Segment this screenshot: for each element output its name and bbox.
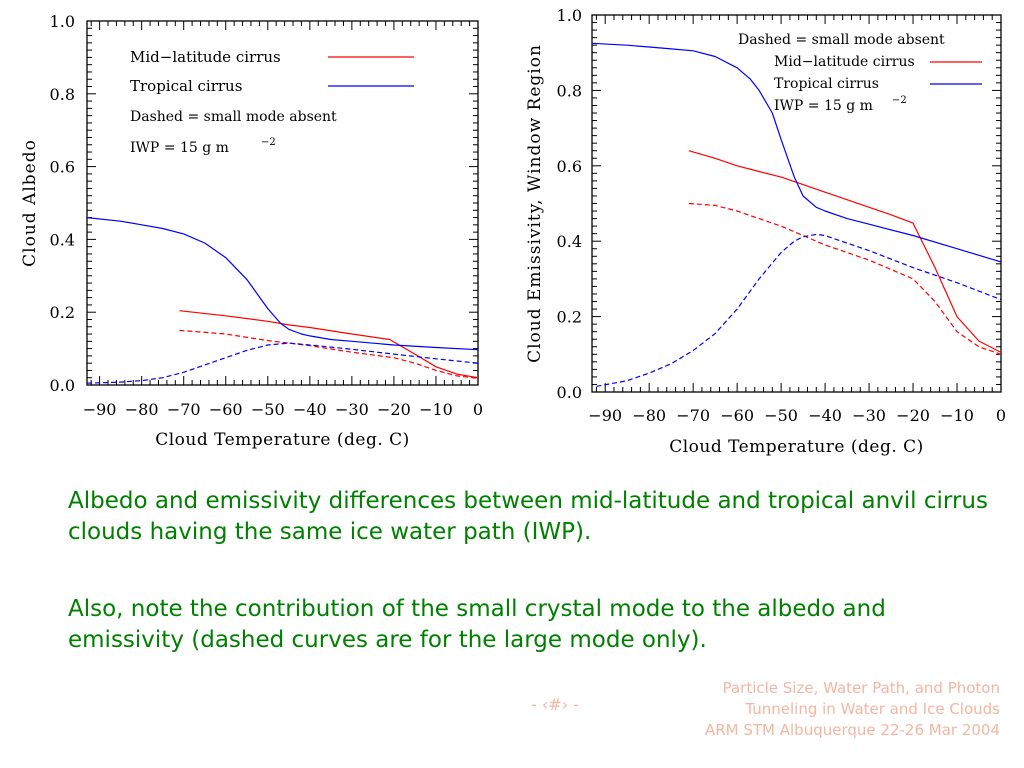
legend-note-iwp: IWP = 15 g m: [130, 140, 229, 156]
dashed-mid-latitude-series-line: [688, 202, 1002, 355]
x-tick-label: −60: [209, 400, 243, 419]
legend-label-mid-latitude: Mid−latitude cirrus: [774, 54, 915, 70]
y-axis-label: Cloud Albedo: [20, 139, 40, 267]
legend-note-iwp: IWP = 15 g m: [774, 98, 873, 114]
albedo-chart: −90 −80 −70 −60 −50 −40 −30 −20 −10 0 0.0 0.2 0.4 0.6…: [20, 12, 483, 450]
x-tick-label: −60: [720, 406, 754, 425]
dashed-tropical-series-line: [596, 233, 1002, 387]
tropical-series-line: [86, 217, 479, 351]
tropical-series-line: [591, 42, 1002, 263]
y-tick-label: 0.2: [50, 303, 75, 322]
y-tick-label: 0.2: [557, 308, 582, 327]
y-tick-label: 0.8: [557, 81, 582, 100]
plot-frame: [86, 20, 479, 386]
mid-latitude-series-line: [179, 310, 479, 379]
caption-small-mode: Also, note the contribution of the small…: [68, 596, 886, 653]
dashed-tropical-series-line: [86, 342, 479, 384]
emissivity-chart: −90 −80 −70 −60 −50 −40 −30 −20 −10 0 0.0 0.2 0.4 0.6…: [525, 6, 1006, 457]
caption-albedo-emissivity: Albedo and emissivity differences betwee…: [68, 488, 988, 545]
x-tick-label: −40: [293, 400, 327, 419]
y-tick-label: 1.0: [50, 12, 75, 31]
x-tick-label: −80: [632, 406, 666, 425]
x-tick-label: −20: [377, 400, 411, 419]
y-tick-label: 0.0: [50, 376, 75, 395]
legend-label-tropical: Tropical cirrus: [774, 76, 879, 92]
mid-latitude-series-line: [688, 150, 1002, 353]
legend-note-iwp-exponent: −2: [892, 95, 907, 106]
x-tick-label: −30: [852, 406, 886, 425]
legend-label-tropical: Tropical cirrus: [130, 77, 242, 95]
x-tick-label: −80: [125, 400, 159, 419]
x-tick-label: −70: [676, 406, 710, 425]
y-tick-label: 0.4: [557, 232, 582, 251]
y-tick-label: 0.6: [50, 158, 75, 177]
x-tick-label: −90: [588, 406, 622, 425]
footer-citation: Particle Size, Water Path, and Photon Tu…: [580, 678, 1000, 741]
y-tick-label: 0.4: [50, 230, 75, 249]
plot-frame: [591, 14, 1002, 393]
y-tick-label: 1.0: [557, 6, 582, 25]
x-axis-label: Cloud Temperature (deg. C): [669, 437, 924, 457]
x-tick-label: −20: [896, 406, 930, 425]
footer-line-1: Particle Size, Water Path, and Photon: [722, 679, 1000, 697]
x-tick-label: −10: [940, 406, 974, 425]
x-tick-label: 0: [996, 406, 1006, 425]
dashed-mid-latitude-series-line: [179, 329, 479, 379]
y-tick-label: 0.8: [50, 85, 75, 104]
y-axis-label: Cloud Emissivity, Window Region: [525, 44, 545, 363]
footer-line-2: Tunneling in Water and Ice Clouds: [745, 700, 1000, 718]
legend-label-mid-latitude: Mid−latitude cirrus: [130, 48, 281, 66]
x-tick-label: −50: [251, 400, 285, 419]
x-tick-label: −90: [83, 400, 117, 419]
legend-note-dashed: Dashed = small mode absent: [738, 32, 945, 48]
y-tick-label: 0.6: [557, 157, 582, 176]
x-tick-label: −70: [167, 400, 201, 419]
x-axis-label: Cloud Temperature (deg. C): [155, 430, 410, 450]
legend-note-dashed: Dashed = small mode absent: [130, 109, 337, 125]
y-tick-label: 0.0: [557, 383, 582, 402]
x-tick-label: −50: [764, 406, 798, 425]
x-tick-label: −40: [808, 406, 842, 425]
x-tick-label: 0: [473, 400, 483, 419]
footer-line-3: ARM STM Albuquerque 22-26 Mar 2004: [704, 721, 1000, 739]
x-tick-label: −30: [335, 400, 369, 419]
x-tick-label: −10: [419, 400, 453, 419]
legend-note-iwp-exponent: −2: [261, 137, 276, 148]
slide-number: - ‹#› -: [531, 695, 579, 714]
